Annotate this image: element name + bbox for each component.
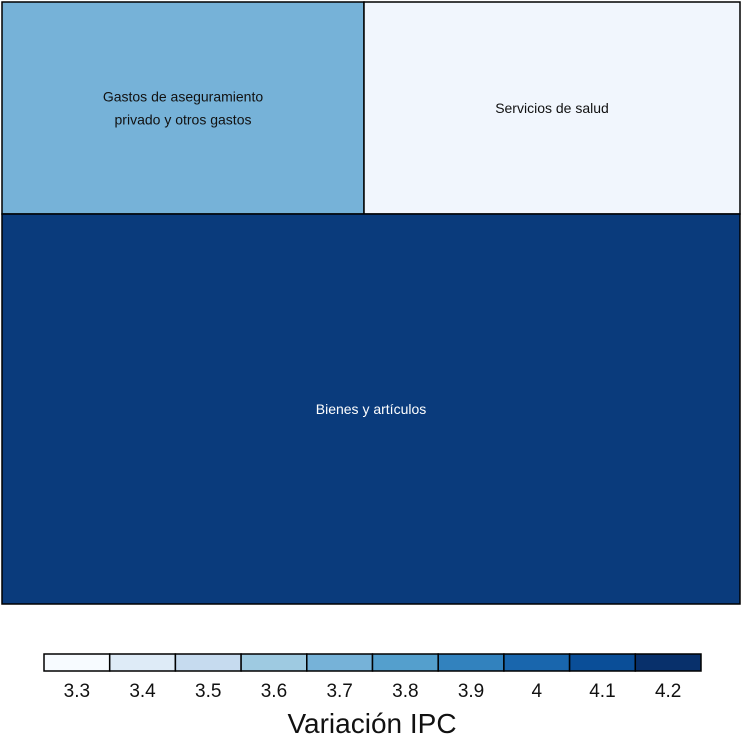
legend-title: Variación IPC: [287, 708, 456, 739]
legend-color-bar: [43, 653, 702, 672]
legend-swatch-9: [568, 653, 637, 672]
legend-tick-label: 3.5: [195, 681, 221, 702]
legend-tick-label: 4.1: [589, 681, 615, 702]
legend-tick-label: 3.4: [129, 681, 156, 702]
legend-swatch-3: [174, 653, 242, 672]
legend-swatch-6: [371, 653, 439, 672]
legend-tick-label: 3.3: [64, 681, 90, 702]
tile-bienes-articulos: [1, 213, 741, 605]
tile-gastos-aseguramiento: [1, 1, 365, 215]
treemap-tiles: Gastos de aseguramiento privado y otros g…: [1, 1, 741, 605]
legend-tick-label: 4.2: [655, 681, 681, 702]
legend-swatch-10: [634, 653, 702, 672]
tile-servicios-salud: [363, 1, 741, 215]
tile-gastos-aseguramiento-label-line-1: Gastos de aseguramiento: [103, 89, 264, 105]
tile-bienes-articulos-label-line-1: Bienes y artículos: [316, 401, 427, 417]
legend-swatch-1: [43, 653, 111, 672]
legend-swatch-7: [437, 653, 505, 672]
legend-tick-labels: 3.3 3.4 3.5 3.6 3.7 3.8 3.9 4 4.1 4.2: [64, 681, 682, 702]
legend-tick-label: 4: [531, 681, 542, 702]
legend-swatch-4: [240, 653, 308, 672]
legend-swatch-2: [108, 653, 177, 672]
legend-tick-label: 3.9: [458, 681, 484, 702]
tile-servicios-salud-label-line-1: Servicios de salud: [495, 100, 609, 116]
legend-tick-label: 3.8: [392, 681, 418, 702]
legend-tick-label: 3.6: [261, 681, 287, 702]
legend-swatch-8: [503, 653, 571, 672]
color-legend: 3.3 3.4 3.5 3.6 3.7 3.8 3.9 4 4.1 4.2 Variación I…: [43, 653, 702, 739]
legend-tick-label: 3.7: [326, 681, 352, 702]
legend-swatch-5: [306, 653, 374, 672]
tile-gastos-aseguramiento-label-line-2: privado y otros gastos: [115, 112, 252, 128]
